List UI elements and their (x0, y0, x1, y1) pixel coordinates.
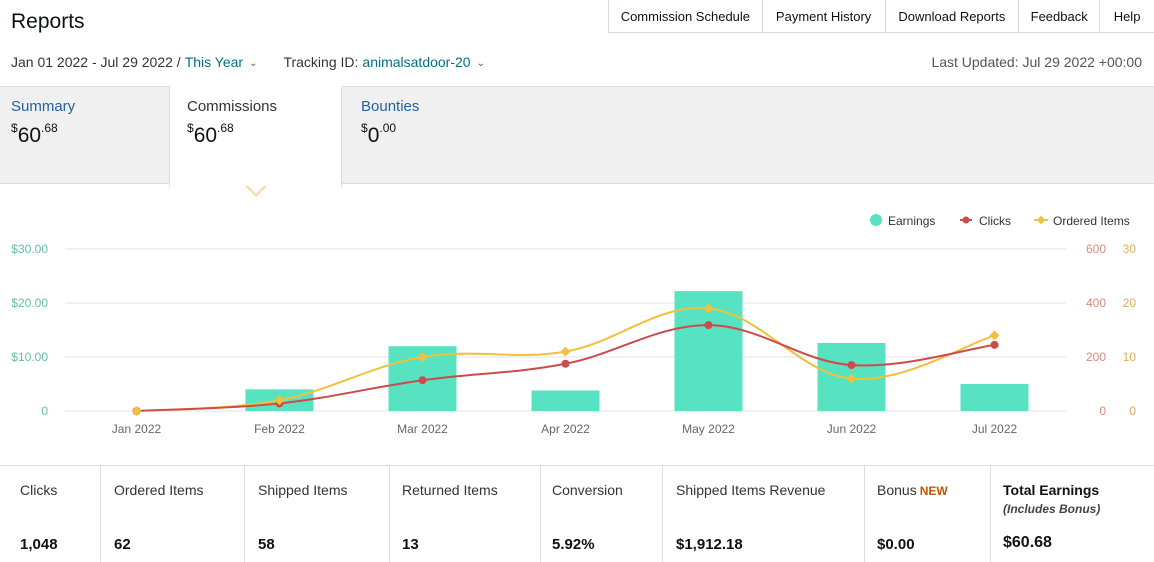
earnings-chart: 0 $10.00 $20.00 $30.00 0 200 400 600 0 10 20 30 Jan … (0, 195, 1154, 457)
ordered-items-point (274, 395, 285, 406)
commission-schedule-button[interactable]: Commission Schedule (609, 0, 763, 32)
new-badge: NEW (919, 484, 948, 498)
clicks-point (847, 361, 856, 370)
stat-ordered-items: Ordered Items 62 (101, 466, 245, 562)
x-axis-label: Jul 2022 (972, 422, 1018, 436)
chart-svg: 0 $10.00 $20.00 $30.00 0 200 400 600 0 10 20 30 Jan … (11, 214, 1137, 436)
active-tab-caret (245, 185, 267, 197)
legend-clicks-marker (962, 216, 970, 224)
top-nav: Commission Schedule Payment History Down… (608, 0, 1154, 33)
tab-summary-amount: $60.68 (11, 121, 58, 147)
legend-earnings-marker (870, 214, 882, 226)
stat-conversion: Conversion 5.92% (541, 466, 663, 562)
ordered-items-point (131, 406, 142, 416)
clicks-point (704, 321, 713, 330)
stat-shipped-items: Shipped Items 58 (245, 466, 390, 562)
payment-history-button[interactable]: Payment History (763, 0, 886, 32)
tab-summary[interactable]: Summary $60.68 (0, 86, 168, 184)
tab-summary-label: Summary (11, 98, 76, 115)
tab-bounties-label: Bounties (361, 98, 420, 115)
right-axis-clicks-tick: 400 (1086, 296, 1106, 310)
feedback-button[interactable]: Feedback (1019, 0, 1101, 32)
legend-label: Ordered Items (1053, 214, 1130, 228)
legend-items-marker (1036, 215, 1046, 225)
clicks-point (561, 359, 570, 368)
tab-commissions-amount: $60.68 (187, 121, 234, 147)
tracking-label: Tracking ID: (283, 54, 359, 70)
ordered-items-point (846, 373, 857, 384)
x-axis-label: Apr 2022 (541, 422, 590, 436)
tab-commissions-label: Commissions (187, 98, 278, 115)
chevron-down-icon: ⌄ (249, 57, 258, 69)
tab-commissions[interactable]: Commissions $60.68 (169, 86, 342, 187)
tab-bounties-amount: $0.00 (361, 121, 397, 147)
x-axis-label: Jun 2022 (827, 422, 877, 436)
ordered-items-point (989, 330, 1000, 341)
stat-clicks: Clicks 1,048 (0, 466, 101, 562)
right-axis-items-tick: 0 (1129, 404, 1136, 418)
left-axis-tick: $30.00 (11, 242, 48, 256)
right-axis-clicks-tick: 0 (1099, 404, 1106, 418)
earnings-bar (531, 390, 600, 411)
clicks-point (418, 376, 427, 385)
x-axis-label: Feb 2022 (254, 422, 305, 436)
period-link[interactable]: This Year (184, 54, 244, 70)
x-axis-label: May 2022 (682, 422, 735, 436)
tab-bounties[interactable]: Bounties $0.00 (350, 86, 530, 184)
ordered-items-point (560, 346, 571, 357)
filter-row: Jan 01 2022 - Jul 29 2022 / This Year ⌄ … (11, 54, 485, 70)
tracking-dropdown[interactable]: Tracking ID: animalsatdoor-20 ⌄ (283, 54, 485, 70)
help-button[interactable]: Help (1113, 8, 1141, 24)
clicks-point (990, 340, 999, 349)
last-updated: Last Updated: Jul 29 2022 +00:00 (931, 54, 1142, 70)
stat-shipped-revenue: Shipped Items Revenue $1,912.18 (663, 466, 865, 562)
chevron-down-icon: ⌄ (476, 57, 485, 69)
right-axis-clicks-tick: 200 (1086, 350, 1106, 364)
left-axis-tick: $10.00 (11, 350, 48, 364)
x-axis-label: Jan 2022 (112, 422, 162, 436)
earnings-bar (960, 384, 1029, 411)
stats-row: Clicks 1,048 Ordered Items 62 Shipped It… (0, 465, 1154, 562)
legend-label: Clicks (979, 214, 1011, 228)
period-dropdown[interactable]: This Year ⌄ (185, 54, 258, 70)
stat-returned-items: Returned Items 13 (390, 466, 541, 562)
left-axis-tick: 0 (41, 404, 48, 418)
legend-label: Earnings (888, 214, 935, 228)
right-axis-items-tick: 30 (1123, 242, 1137, 256)
right-axis-items-tick: 10 (1123, 350, 1137, 364)
x-axis-label: Mar 2022 (397, 422, 448, 436)
date-range: Jan 01 2022 - Jul 29 2022 / (11, 54, 181, 70)
left-axis-tick: $20.00 (11, 296, 48, 310)
right-axis-clicks-tick: 600 (1086, 242, 1106, 256)
page-title: Reports (11, 10, 85, 33)
download-reports-button[interactable]: Download Reports (886, 0, 1020, 32)
stat-bonus: Bonus NEW $0.00 (865, 466, 991, 562)
tracking-id-link[interactable]: animalsatdoor-20 (362, 54, 471, 70)
stat-total-earnings: Total Earnings (Includes Bonus) $60.68 (1003, 482, 1101, 551)
right-axis-items-tick: 20 (1123, 296, 1137, 310)
ordered-items-point (703, 303, 714, 314)
